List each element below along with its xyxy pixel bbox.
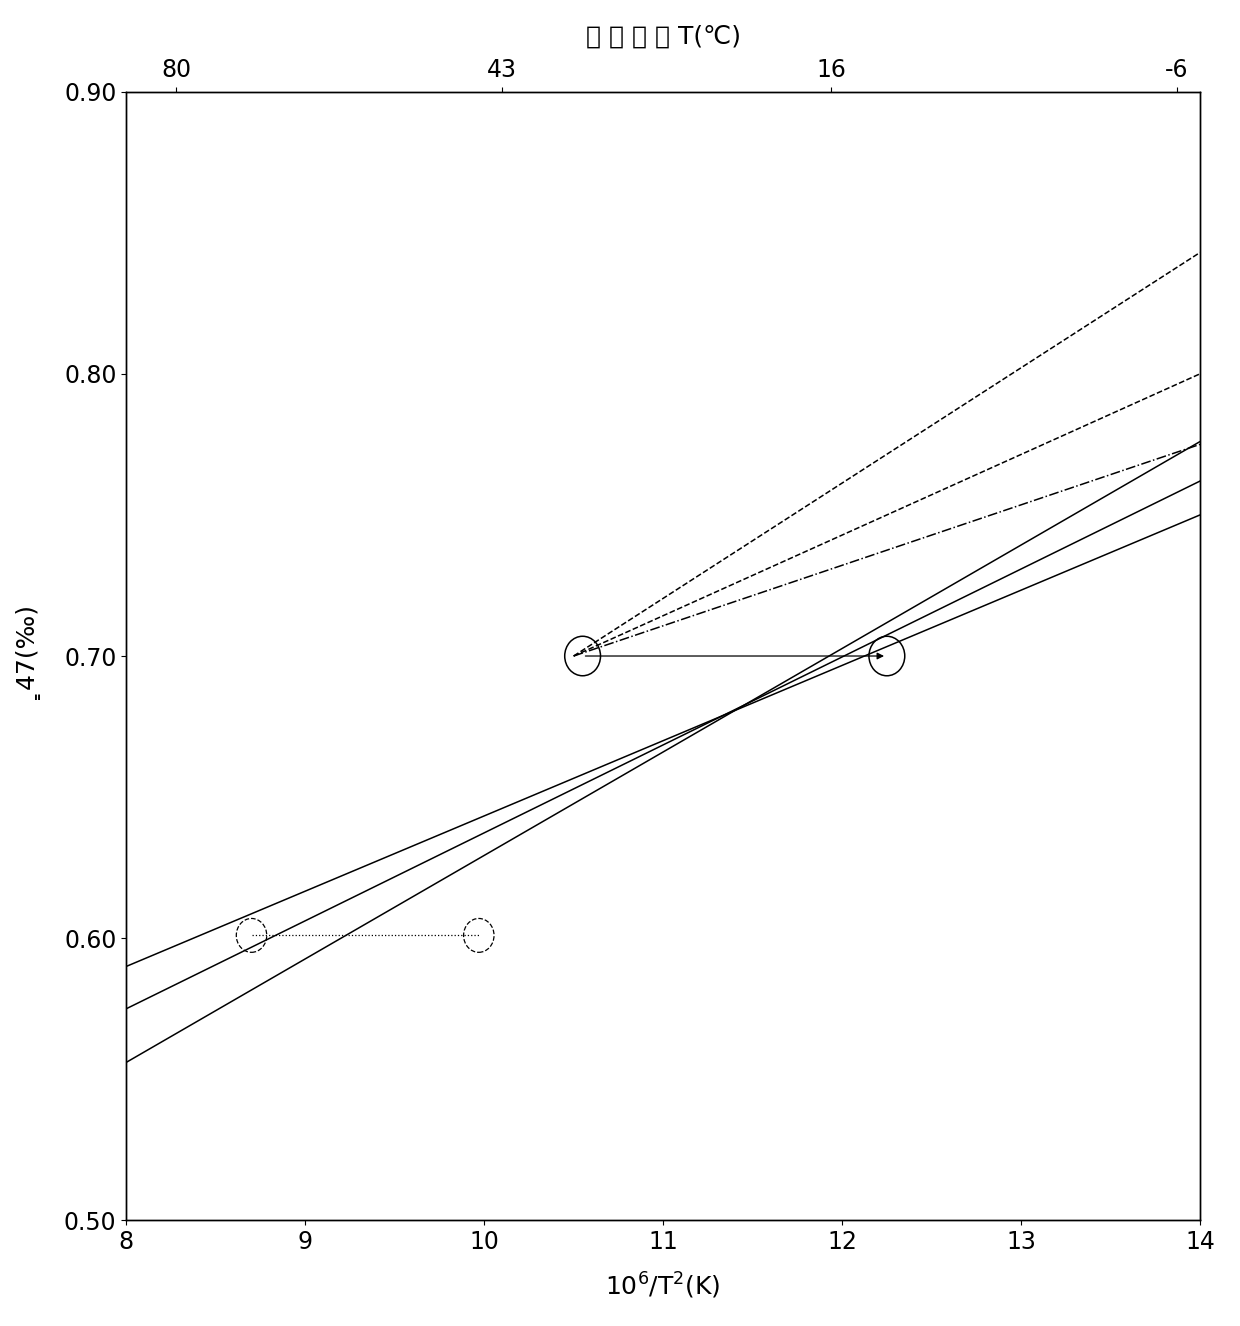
X-axis label: 10$^6$/T$^2$(K): 10$^6$/T$^2$(K) [605, 1270, 720, 1301]
Y-axis label: ͇47(‰): ͇47(‰) [25, 614, 50, 699]
X-axis label: 标 定 温 度 T(℃): 标 定 温 度 T(℃) [585, 25, 740, 49]
